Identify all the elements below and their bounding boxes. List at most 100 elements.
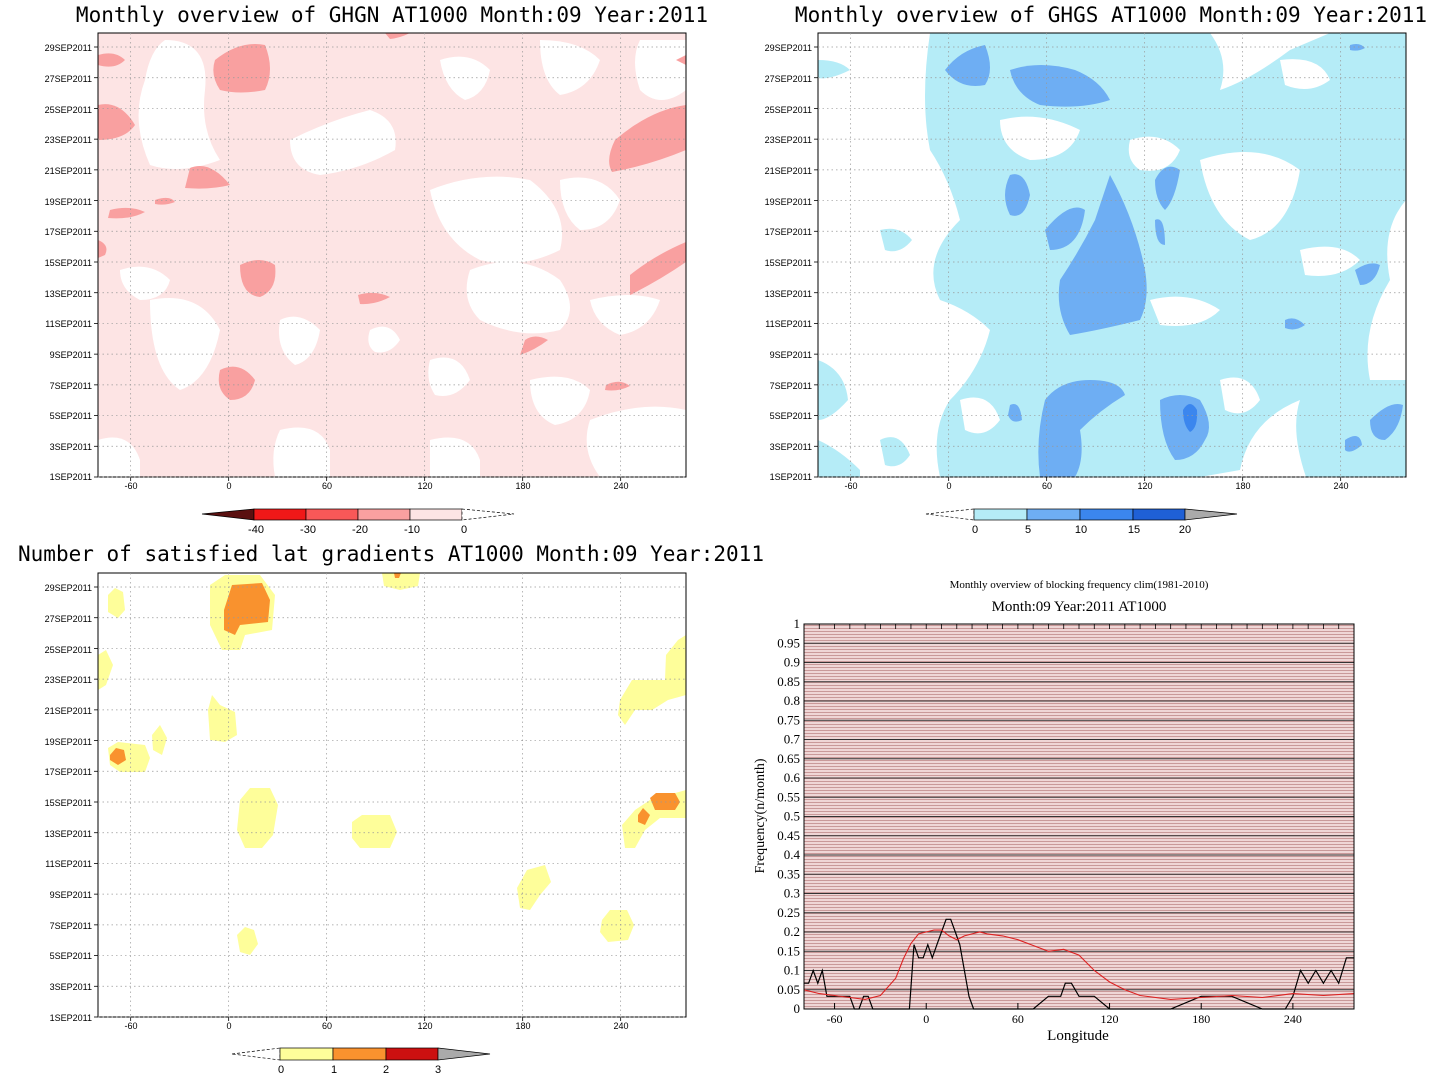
sat-y-tick: 19SEP2011 [45, 737, 92, 747]
blocking-x-axis-label: Longitude [1047, 1028, 1109, 1044]
ghgn-y-tick: 25SEP2011 [45, 105, 92, 115]
sat-y-tick: 11SEP2011 [45, 859, 92, 869]
sat-y-tick: 29SEP2011 [45, 583, 92, 593]
blocking-climatology-series-line [803, 929, 1355, 1000]
blocking-y-tick: 0.45 [777, 828, 800, 843]
ghgs-colorbar-segment [925, 508, 975, 521]
ghgs-colorbar-segment [1184, 508, 1238, 521]
blocking-y-tick: 0.85 [777, 674, 800, 689]
sat-y-tick: 13SEP2011 [45, 829, 92, 839]
ghgs-colorbar-label: 5 [1025, 524, 1031, 536]
sat-y-tick-labels: 1SEP2011 3SEP2011 5SEP2011 7SEP2011 9SEP… [45, 583, 92, 1023]
sat-panel: Number of satisfied lat gradients AT1000… [18, 542, 764, 1076]
blocking-x-tick: 60 [1012, 1012, 1024, 1026]
ghgs-y-tick: 27SEP2011 [765, 74, 812, 84]
blocking-y-tick: 0.05 [777, 982, 800, 997]
blocking-x-tick: -60 [827, 1012, 843, 1026]
ghgs-y-tick: 29SEP2011 [765, 43, 812, 53]
blocking-x-tick-labels: -60 0 60 120 180 240 [827, 1003, 1302, 1026]
ghgs-y-tick: 23SEP2011 [765, 135, 812, 145]
ghgn-y-tick: 11SEP2011 [45, 319, 92, 329]
ghgs-panel: Monthly overview of GHGS AT1000 Month:09… [765, 3, 1427, 536]
blocking-subtitle: Month:09 Year:2011 AT1000 [992, 599, 1167, 615]
blocking-y-tick: 1 [794, 616, 801, 631]
sat-colorbar-label: 2 [383, 1064, 389, 1076]
sat-x-tick: 120 [417, 1021, 432, 1031]
sat-y-tick: 9SEP2011 [50, 890, 92, 900]
blocking-y-tick: 0.9 [784, 655, 800, 670]
ghgs-field [818, 33, 1406, 477]
ghgn-colorbar-segment [201, 508, 255, 521]
ghgn-y-tick: 3SEP2011 [50, 442, 92, 452]
sat-orange-regions [110, 573, 680, 825]
ghgs-y-tick: 15SEP2011 [765, 258, 812, 268]
ghgs-colorbar-label: 15 [1128, 524, 1140, 536]
sat-colorbar-segment [332, 1047, 387, 1061]
ghgs-colorbar-label: 0 [972, 524, 978, 536]
blocking-y-axis-label: Frequency(n/month) [753, 758, 768, 873]
ghgs-y-tick-labels: 1SEP2011 3SEP2011 5SEP2011 7SEP2011 9SEP… [765, 43, 812, 482]
ghgn-y-tick: 1SEP2011 [50, 472, 92, 482]
blocking-x-tick: 120 [1101, 1012, 1119, 1026]
ghgs-colorbar-label: 20 [1179, 524, 1191, 536]
sat-y-tick: 7SEP2011 [50, 921, 92, 931]
ghgs-colorbar-segment [973, 508, 1028, 521]
sat-y-tick: 27SEP2011 [45, 614, 92, 624]
ghgs-x-tick: 120 [1137, 481, 1152, 491]
ghgs-y-tick: 21SEP2011 [765, 166, 812, 176]
blocking-y-tick: 0.75 [777, 712, 800, 727]
blocking-y-tick: 0.15 [777, 943, 800, 958]
sat-colorbar-segment [385, 1047, 439, 1061]
ghgn-x-tick: 180 [515, 481, 530, 491]
blocking-y-tick: 0 [794, 1001, 801, 1016]
ghgs-x-tick: 180 [1235, 481, 1250, 491]
ghgn-y-tick: 21SEP2011 [45, 166, 92, 176]
ghgs-colorbar-segment [1079, 508, 1134, 521]
ghgn-title: Monthly overview of GHGN AT1000 Month:09… [76, 3, 708, 27]
ghgn-colorbar-segment [357, 508, 411, 521]
ghgs-y-tick: 25SEP2011 [765, 105, 812, 115]
ghgs-grid [814, 33, 1406, 481]
ghgs-y-tick: 17SEP2011 [765, 227, 812, 237]
ghgs-colorbar: 0 5 10 15 20 [925, 508, 1238, 536]
ghgn-x-tick: 240 [613, 481, 628, 491]
ghgs-mid-blue-regions [945, 44, 1403, 477]
ghgn-y-tick: 23SEP2011 [45, 135, 92, 145]
ghgs-colorbar-segment [1132, 508, 1186, 521]
blocking-y-tick: 0.4 [784, 847, 801, 862]
ghgn-x-tick: 120 [417, 481, 432, 491]
sat-colorbar-label: 1 [331, 1064, 337, 1076]
sat-colorbar: 0 1 2 3 [231, 1047, 491, 1076]
ghgn-y-tick-labels: 1SEP2011 3SEP2011 5SEP2011 7SEP2011 9SEP… [45, 43, 92, 482]
sat-y-tick: 21SEP2011 [45, 706, 92, 716]
ghgn-colorbar-label: 0 [461, 524, 467, 536]
ghgs-x-tick: 0 [946, 481, 951, 491]
blocking-y-tick: 0.1 [784, 963, 800, 978]
ghgs-y-tick: 7SEP2011 [770, 381, 812, 391]
blocking-grid [804, 623, 1354, 1010]
blocking-y-tick: 0.95 [777, 635, 800, 650]
ghgn-colorbar-segment [461, 508, 515, 521]
ghgn-panel: Monthly overview of GHGN AT1000 Month:09… [45, 3, 708, 536]
ghgs-white-holes [960, 59, 1360, 434]
blocking-y-tick: 0.5 [784, 809, 800, 824]
blocking-plot-frame [803, 623, 1355, 1010]
ghgs-x-tick: 240 [1333, 481, 1348, 491]
ghgn-field [98, 33, 686, 477]
blocking-x-tick: 0 [923, 1012, 929, 1026]
blocking-y-tick: 0.65 [777, 751, 800, 766]
blocking-title: Monthly overview of blocking frequency c… [950, 579, 1209, 591]
ghgn-x-tick: 60 [322, 481, 332, 491]
ghgn-x-tick: 0 [226, 481, 231, 491]
ghgn-colorbar-segment [305, 508, 359, 521]
ghgn-y-tick: 13SEP2011 [45, 289, 92, 299]
sat-colorbar-segment [437, 1047, 491, 1061]
ghgn-colorbar: -40 -30 -20 -10 0 [201, 508, 515, 536]
blocking-y-tick: 0.7 [784, 732, 801, 747]
ghgn-y-tick: 7SEP2011 [50, 381, 92, 391]
blocking-y-tick: 0.8 [784, 693, 800, 708]
ghgn-x-tick: -60 [124, 481, 137, 491]
ghgn-y-tick: 5SEP2011 [50, 411, 92, 421]
sat-colorbar-label: 0 [278, 1064, 284, 1076]
sat-y-tick: 3SEP2011 [50, 982, 92, 992]
